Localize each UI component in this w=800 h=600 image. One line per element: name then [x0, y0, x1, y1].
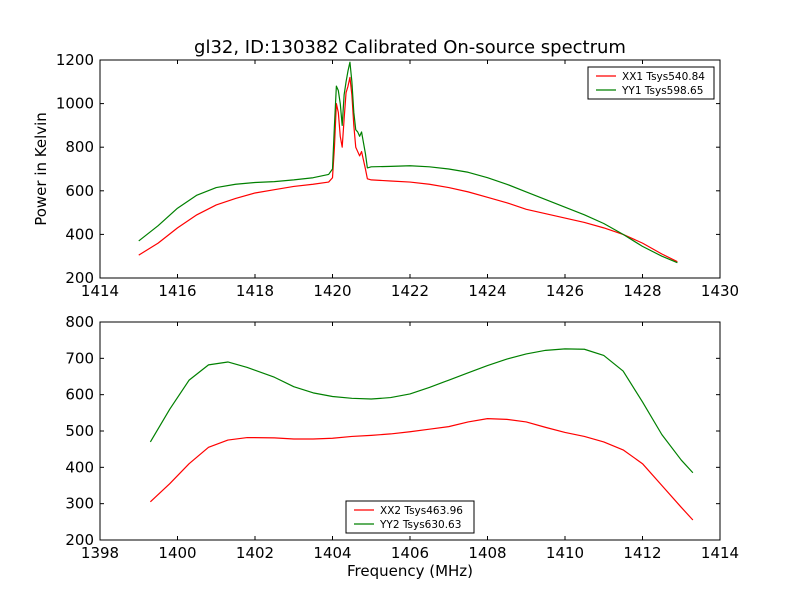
series-line-1-1: [138, 76, 678, 263]
legend-label-1-1: XX1 Tsys540.84: [622, 71, 705, 83]
series-line-1-2: [138, 61, 678, 264]
y-tick-label-2-0: 200: [65, 531, 94, 549]
x-tick-label-1-2: 1418: [236, 282, 274, 300]
y-tick-label-1-0: 200: [65, 269, 94, 287]
x-tick-label-1-8: 1430: [701, 282, 739, 300]
y-tick-label-1-2: 600: [65, 182, 94, 200]
y-tick-label-1-5: 1200: [56, 51, 94, 69]
chart-panel-1: 1414 1416 1418 1420 1422 1424 1426 1428 1430 200 4…: [32, 51, 739, 300]
x-tick-label-1-7: 1428: [623, 282, 661, 300]
legend-label-2-2: YY2 Tsys630.63: [379, 519, 461, 531]
x-tick-label-1-3: 1420: [313, 282, 351, 300]
y-axis-title-1: Power in Kelvin: [32, 112, 50, 226]
chart-panel-2: 1398 1400 1402 1404 1406 1408 1410 1412 1414 200 3…: [65, 313, 739, 580]
y-tick-label-1-4: 1000: [56, 95, 94, 113]
x-tick-label-2-1: 1400: [158, 544, 196, 562]
legend-box-2: [345, 500, 475, 534]
legend-label-2-1: XX2 Tsys463.96: [380, 505, 463, 517]
legend-label-1-2: YY1 Tsys598.65: [621, 85, 703, 97]
x-tick-label-2-7: 1412: [623, 544, 661, 562]
y-tick-label-2-6: 800: [65, 313, 94, 331]
x-tick-label-2-3: 1404: [313, 544, 351, 562]
y-tick-label-2-4: 600: [65, 386, 94, 404]
legend-box-1: [587, 66, 715, 100]
series-line-2-1: [149, 418, 694, 521]
x-tick-label-2-0: 1398: [81, 544, 119, 562]
x-axis-title-2: Frequency (MHz): [347, 562, 473, 580]
series-line-2-2: [149, 348, 694, 474]
x-tick-label-2-2: 1402: [236, 544, 274, 562]
x-tick-label-2-5: 1408: [468, 544, 506, 562]
x-tick-label-1-6: 1426: [546, 282, 584, 300]
y-tick-label-1-3: 800: [65, 138, 94, 156]
x-tick-label-2-4: 1406: [391, 544, 429, 562]
x-tick-label-2-6: 1410: [546, 544, 584, 562]
legend-2: XX2 Tsys463.96 YY2 Tsys630.63: [345, 500, 475, 534]
y-tick-label-2-3: 500: [65, 422, 94, 440]
x-tick-label-1-4: 1422: [391, 282, 429, 300]
figure-title: gl32, ID:130382 Calibrated On-source spe…: [194, 37, 626, 58]
y-tick-label-2-5: 700: [65, 349, 94, 367]
x-tick-label-2-8: 1414: [701, 544, 739, 562]
x-tick-label-1-1: 1416: [158, 282, 196, 300]
legend-1: XX1 Tsys540.84 YY1 Tsys598.65: [587, 66, 715, 100]
y-tick-label-2-1: 300: [65, 495, 94, 513]
x-tick-label-1-0: 1414: [81, 282, 119, 300]
y-tick-label-1-1: 400: [65, 225, 94, 243]
x-tick-label-1-5: 1424: [468, 282, 506, 300]
y-tick-label-2-2: 400: [65, 458, 94, 476]
